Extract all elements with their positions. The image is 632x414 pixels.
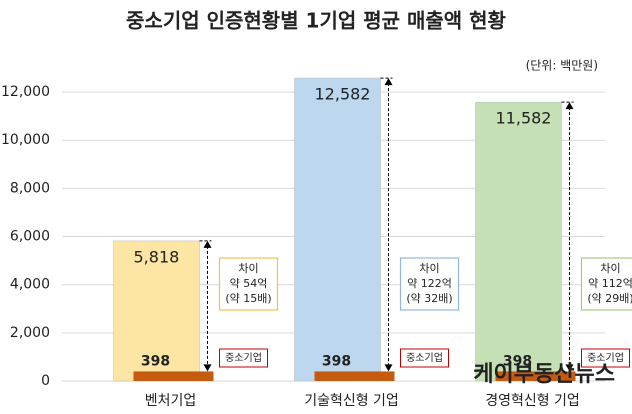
arrow-head	[384, 364, 393, 372]
x-tick-label: 경영혁신형 기업	[485, 393, 580, 409]
bar	[314, 371, 395, 381]
value-label: 12,582	[315, 85, 371, 104]
y-tick-label: 4,000	[10, 277, 50, 293]
value-label: 398	[503, 353, 532, 369]
bar	[495, 371, 576, 381]
callout-box	[580, 257, 632, 311]
value-label: 11,582	[496, 109, 552, 128]
callout-text: (약 29배)	[587, 291, 632, 305]
y-tick-label: 10,000	[1, 132, 50, 148]
y-tick-label: 0	[41, 373, 50, 389]
x-tick-label: 기술혁신형 기업	[304, 393, 399, 409]
callout-text: 차이	[419, 262, 439, 275]
sme-box	[581, 348, 630, 368]
y-tick-label: 6,000	[10, 229, 50, 245]
bar	[133, 371, 214, 381]
value-label: 5,818	[134, 247, 180, 266]
callout-text: 차이	[238, 262, 258, 275]
value-label: 398	[322, 353, 351, 369]
value-label: 398	[141, 353, 170, 369]
chart-title: 중소기업 인증현황별 1기업 평균 매출액 현황	[126, 9, 507, 33]
callout-text: 약 122억	[407, 276, 452, 290]
callout-box	[399, 257, 460, 311]
arrow-head	[384, 78, 393, 86]
callout-text: (약 32배)	[406, 291, 452, 305]
callout-text: 약 54억	[230, 276, 268, 290]
callout-text: 차이	[600, 262, 620, 275]
sme-label: 중소기업	[406, 351, 443, 364]
sme-box	[400, 348, 449, 368]
x-tick-label: 벤처기업	[145, 393, 197, 409]
sme-box	[219, 348, 268, 368]
arrow-head	[565, 102, 574, 110]
y-tick-label: 8,000	[10, 180, 50, 196]
callout-text: (약 15배)	[225, 291, 271, 305]
watermark: 케이부동산뉴스	[473, 362, 615, 387]
sme-label: 중소기업	[587, 351, 624, 364]
unit-note: (단위: 백만원)	[526, 59, 598, 73]
arrow-head	[203, 240, 212, 248]
callout-text: 약 112억	[588, 276, 632, 290]
y-tick-label: 12,000	[1, 84, 50, 100]
bar	[294, 77, 381, 382]
arrow-head	[565, 364, 574, 372]
y-tick-label: 2,000	[10, 325, 50, 341]
sme-label: 중소기업	[225, 351, 262, 364]
arrow-head	[203, 364, 212, 372]
bar	[475, 101, 562, 382]
callout-box	[218, 257, 279, 311]
